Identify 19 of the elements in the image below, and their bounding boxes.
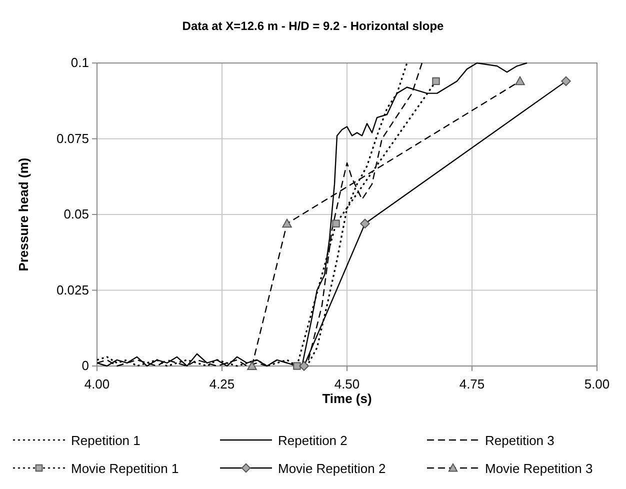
x-axis-title: Time (s) [322,391,372,406]
legend-label: Repetition 3 [485,433,554,448]
x-tick-label: 4.75 [459,376,485,392]
x-tick-label: 4.00 [84,376,110,392]
y-axis-title: Pressure head (m) [16,158,31,272]
legend-label: Movie Repetition 1 [71,461,179,476]
legend-label: Movie Repetition 2 [278,461,386,476]
legend-label: Repetition 2 [278,433,348,448]
y-tick-label: 0.075 [56,130,89,146]
y-tick-label: 0 [82,358,89,374]
y-tick-label: 0.05 [64,206,89,222]
legend-label: Repetition 1 [71,433,140,448]
y-tick-label: 0.1 [70,55,89,70]
x-tick-label: 4.25 [209,376,235,392]
x-tick-label: 5.00 [584,376,610,392]
y-tick-label: 0.025 [56,282,89,298]
legend-label: Movie Repetition 3 [485,461,593,476]
chart-title: Data at X=12.6 m - H/D = 9.2 - Horizontal slope [182,19,444,33]
x-tick-label: 4.50 [334,376,360,392]
